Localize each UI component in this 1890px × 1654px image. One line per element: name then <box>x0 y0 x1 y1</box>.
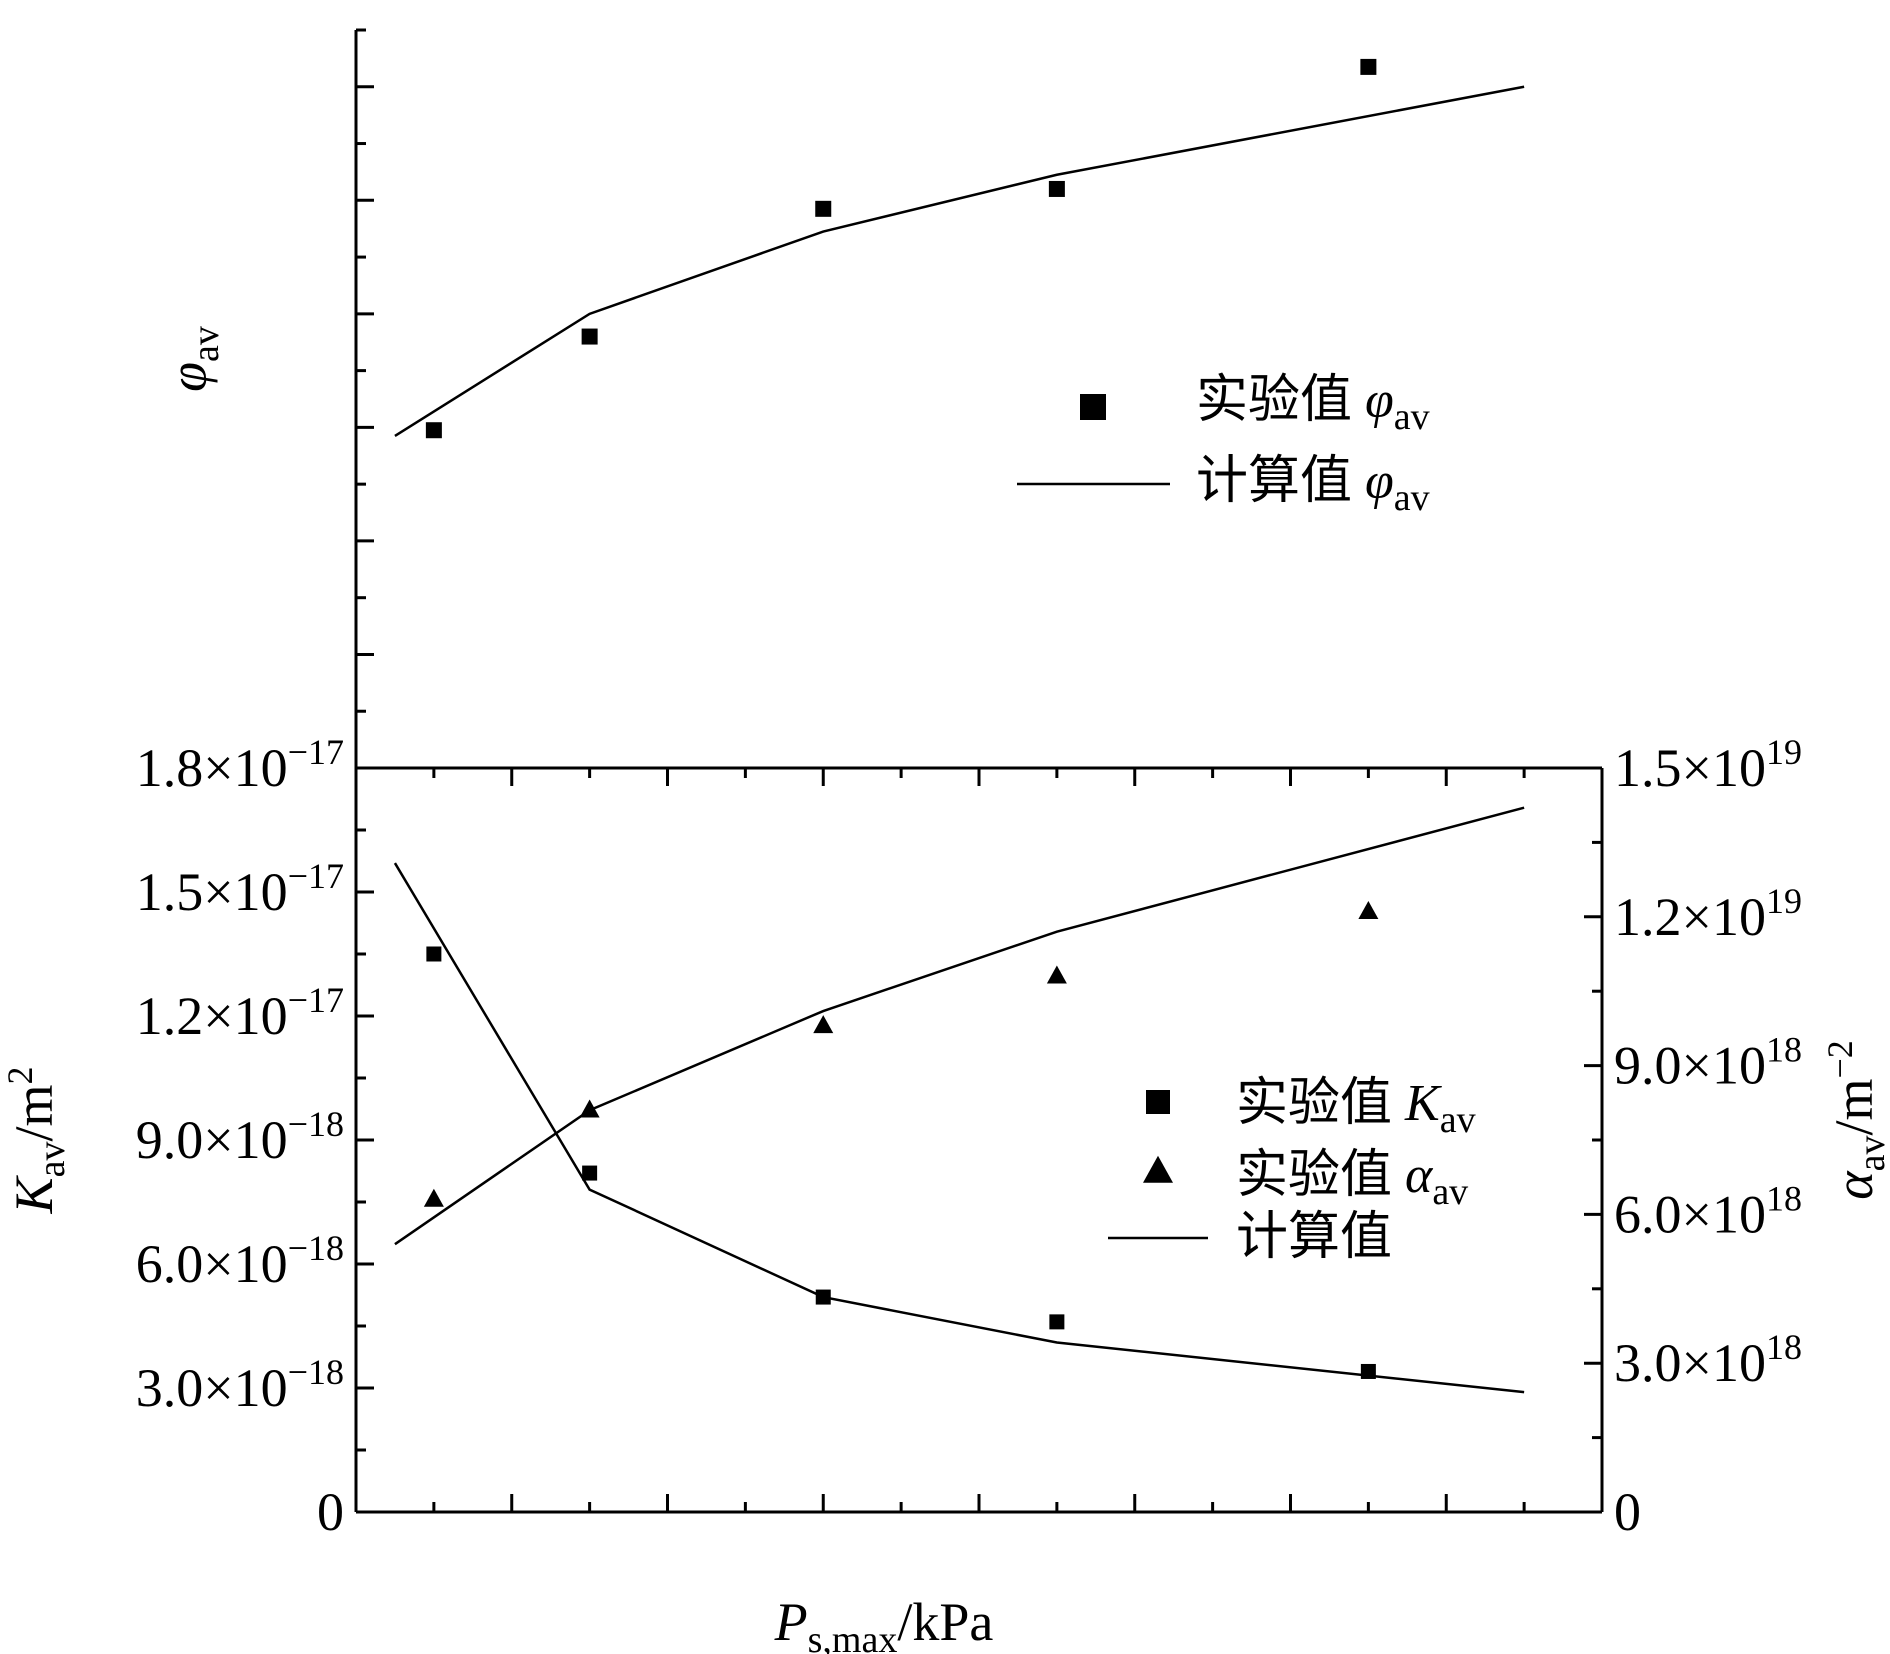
panel-b-left-tick-label: 6.0×10−18 <box>136 1228 344 1294</box>
panel-a-exp-point <box>1048 180 1065 197</box>
tick-mantissa: 3.0×10 <box>136 1358 288 1418</box>
legend-var: α <box>1405 1147 1434 1204</box>
panel-b-right-tick-label: 3.0×1018 <box>1614 1327 1802 1393</box>
tick-mantissa: 1.5×10 <box>136 862 288 922</box>
panel-b-left-tick-label: 9.0×10−18 <box>136 1104 344 1170</box>
legend-text-part: 实验值 <box>1236 1147 1405 1204</box>
panel-a-y-axis-title-main: φ <box>158 362 218 392</box>
left-title-main: K <box>4 1174 64 1214</box>
panel-b-right-tick-label: 0 <box>1614 1482 1641 1542</box>
panel-a-legend-label-calc: 计算值 φav <box>1196 453 1430 519</box>
tick-exponent: −17 <box>288 856 344 896</box>
right-title-rest: /m <box>1824 1079 1884 1136</box>
tick-mantissa: 1.8×10 <box>136 738 288 798</box>
panel-b-exp-alpha-point <box>813 1015 834 1034</box>
left-title-sub: av <box>31 1142 73 1178</box>
tick-mantissa: 9.0×10 <box>136 1110 288 1170</box>
panel-b-legend-label-k: 实验值 Kav <box>1236 1075 1476 1141</box>
panel-b-exp-k-point <box>1049 1314 1065 1330</box>
panel-a-y-axis-title-sub: av <box>185 326 227 362</box>
panel-b-right-tick-label: 1.2×1019 <box>1614 881 1802 947</box>
panel-a-exp-point <box>425 422 442 439</box>
tick-exponent: −18 <box>288 1352 344 1392</box>
left-title-sup: 2 <box>0 1067 40 1085</box>
tick-mantissa: 0 <box>317 1482 344 1542</box>
panel-a-legend-square-icon <box>1080 394 1106 420</box>
panel-b-left-tick-label: 1.8×10−17 <box>136 732 344 798</box>
tick-exponent: 18 <box>1766 1178 1802 1218</box>
right-title-sup: −2 <box>1820 1040 1860 1078</box>
tick-mantissa: 0 <box>1614 1482 1641 1542</box>
tick-mantissa: 1.2×10 <box>136 986 288 1046</box>
legend-sub: av <box>1440 1099 1476 1141</box>
panel-b-left-axis-title: Kav/m2 <box>0 1067 73 1215</box>
tick-exponent: −18 <box>288 1104 344 1144</box>
panel-b-left-tick-label: 1.5×10−17 <box>136 856 344 922</box>
panel-b-calc-alpha-line <box>394 806 1525 1246</box>
panel-b-legend-triangle-icon <box>1143 1155 1173 1183</box>
panel-b-exp-alpha-point <box>579 1099 600 1118</box>
x-title-rest: /kPa <box>897 1592 993 1652</box>
tick-mantissa: 9.0×10 <box>1614 1036 1766 1096</box>
panel-b-left-tick-label: 3.0×10−18 <box>136 1352 344 1418</box>
legend-var: φ <box>1365 372 1394 429</box>
legend-var: K <box>1404 1075 1442 1132</box>
tick-mantissa: 6.0×10 <box>136 1234 288 1294</box>
legend-sub: av <box>1394 477 1430 519</box>
panel-a-legend-label-exp: 实验值 φav <box>1196 372 1430 438</box>
x-title-main: P <box>774 1592 808 1652</box>
legend-sub: av <box>1394 396 1430 438</box>
panel-b-right-tick-label: 1.5×1019 <box>1614 732 1802 798</box>
panel-b-exp-k-point <box>426 946 442 962</box>
tick-exponent: −18 <box>288 1228 344 1268</box>
panel-b-exp-k-point <box>815 1289 831 1305</box>
panel-b-left-tick-label: 0 <box>317 1482 344 1542</box>
legend-text-part: 实验值 <box>1236 1075 1405 1132</box>
panel-a-exp-point <box>815 200 832 217</box>
panel-b-right-axis-title: αav/m−2 <box>1820 1040 1890 1200</box>
panel-b-x-axis-title: Ps,max/kPa <box>774 1592 994 1654</box>
legend-text-part: 计算值 <box>1196 453 1365 510</box>
panel-b: Ps,max/kPa03.0×10−186.0×10−189.0×10−181.… <box>0 732 1890 1654</box>
panel-b-right-tick-label: 9.0×1018 <box>1614 1030 1802 1096</box>
right-title-main: α <box>1824 1170 1884 1200</box>
x-title-sub: s,max <box>808 1619 898 1654</box>
tick-exponent: 19 <box>1766 881 1802 921</box>
legend-var: φ <box>1365 453 1394 510</box>
tick-mantissa: 3.0×10 <box>1614 1333 1766 1393</box>
panel-b-exp-k-point <box>582 1165 598 1181</box>
panel-b-legend-label-alpha: 实验值 αav <box>1236 1147 1468 1213</box>
panel-a-exp-point <box>581 328 598 345</box>
panel-b-legend-square-icon <box>1146 1090 1170 1114</box>
tick-mantissa: 1.5×10 <box>1614 738 1766 798</box>
panel-a-calc-line <box>394 85 1525 437</box>
legend-sub: av <box>1432 1171 1468 1213</box>
left-title-rest: /m <box>4 1085 64 1142</box>
tick-mantissa: 6.0×10 <box>1614 1184 1766 1244</box>
panel-b-legend-label-calc: 计算值 <box>1236 1209 1392 1266</box>
panel-a-exp-point <box>1360 58 1377 75</box>
tick-exponent: −17 <box>288 980 344 1020</box>
panel-b-exp-alpha-point <box>423 1188 444 1207</box>
tick-exponent: 18 <box>1766 1327 1802 1367</box>
tick-exponent: −17 <box>288 732 344 772</box>
tick-exponent: 18 <box>1766 1030 1802 1070</box>
panel-b-exp-k-point <box>1360 1363 1376 1379</box>
tick-mantissa: 1.2×10 <box>1614 887 1766 947</box>
legend-text-part: 实验值 <box>1196 372 1365 429</box>
legend-text-part: 计算值 <box>1236 1209 1392 1266</box>
panel-a-y-axis-title: φav <box>158 326 227 392</box>
tick-exponent: 19 <box>1766 732 1802 772</box>
right-title-sub: av <box>1851 1136 1890 1172</box>
panel-b-exp-alpha-point <box>1358 901 1379 920</box>
panel-b-right-tick-label: 6.0×1018 <box>1614 1178 1802 1244</box>
panel-b-exp-alpha-point <box>1046 965 1067 984</box>
panel-b-left-tick-label: 1.2×10−17 <box>136 980 344 1046</box>
